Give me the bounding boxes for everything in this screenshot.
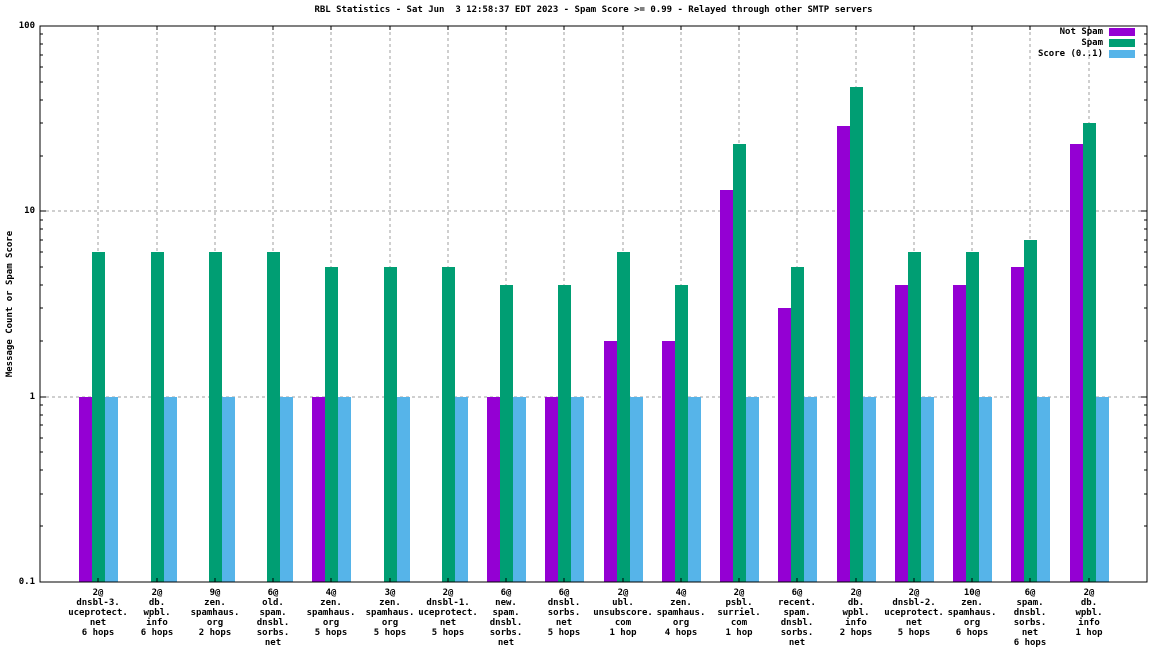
bar-score xyxy=(397,397,410,582)
bar-spam xyxy=(675,285,688,582)
legend-row-spam: Spam xyxy=(1038,37,1135,48)
bar-not-spam xyxy=(837,126,850,582)
y-tick-label: 10 xyxy=(24,206,35,216)
plot-border xyxy=(39,25,1148,583)
bar-spam xyxy=(850,87,863,582)
legend-swatch-not-spam xyxy=(1109,27,1135,36)
bar-score xyxy=(513,397,526,582)
bar-score xyxy=(571,397,584,582)
bar-score xyxy=(1037,397,1050,582)
chart-title: RBL Statistics - Sat Jun 3 12:58:37 EDT … xyxy=(314,5,873,15)
bar-spam xyxy=(966,252,979,582)
x-tick-label: 2@ db. wpbl. info 2 hops xyxy=(839,588,873,638)
bar-score xyxy=(222,397,235,582)
bar-spam xyxy=(1024,240,1037,582)
bar-score xyxy=(1096,397,1109,582)
bar-score xyxy=(164,397,177,582)
x-tick-label: 2@ dnsbl-2. uceprotect. net 5 hops xyxy=(884,588,944,638)
x-tick-label: 2@ ubl. unsubscore. com 1 hop xyxy=(593,588,653,638)
bar-spam xyxy=(325,267,338,582)
bar-score xyxy=(105,397,118,582)
x-tick-label: 4@ zen. spamhaus. org 5 hops xyxy=(306,588,356,638)
bar-not-spam xyxy=(895,285,908,582)
bar-score xyxy=(979,397,992,582)
bar-score xyxy=(746,397,759,582)
x-tick-label: 6@ old. spam. dnsbl. sorbs. net 6 hops xyxy=(256,588,290,648)
bar-not-spam xyxy=(545,397,558,582)
legend-swatch-spam xyxy=(1109,38,1135,47)
bar-not-spam xyxy=(778,308,791,582)
bar-not-spam xyxy=(662,341,675,582)
x-tick-label: 2@ psbl. surriel. com 1 hop xyxy=(717,588,761,638)
x-tick-label: 2@ db. wpbl. info 1 hop xyxy=(1075,588,1103,638)
x-tick-label: 4@ zen. spamhaus. org 4 hops xyxy=(656,588,706,638)
legend: Not Spam Spam Score (0..1) xyxy=(1038,26,1135,59)
y-tick-label: 100 xyxy=(18,21,35,31)
bar-score xyxy=(338,397,351,582)
legend-row-not-spam: Not Spam xyxy=(1038,26,1135,37)
bar-not-spam xyxy=(487,397,500,582)
bar-score xyxy=(804,397,817,582)
x-tick-label: 6@ recent. spam. dnsbl. sorbs. net 5 hop… xyxy=(778,588,816,648)
x-tick-label: 3@ zen. spamhaus. org 5 hops xyxy=(365,588,415,638)
bar-spam xyxy=(151,252,164,582)
x-tick-label: 2@ dnsbl-1. uceprotect. net 5 hops xyxy=(418,588,478,638)
legend-label-spam: Spam xyxy=(1081,37,1103,48)
bar-spam xyxy=(908,252,921,582)
legend-row-score: Score (0..1) xyxy=(1038,48,1135,59)
bar-spam xyxy=(558,285,571,582)
bar-score xyxy=(863,397,876,582)
bar-spam xyxy=(733,144,746,582)
bar-spam xyxy=(500,285,513,582)
bar-score xyxy=(630,397,643,582)
legend-label-not-spam: Not Spam xyxy=(1059,26,1103,37)
y-tick-label: 0.1 xyxy=(18,577,35,587)
bar-spam xyxy=(92,252,105,582)
x-tick-label: 6@ new. spam. dnsbl. sorbs. net 5 hops xyxy=(489,588,523,648)
x-tick-label: 6@ dnsbl. sorbs. net 5 hops xyxy=(547,588,581,638)
bar-not-spam xyxy=(604,341,617,582)
y-tick-label: 1 xyxy=(29,392,35,402)
bar-spam xyxy=(617,252,630,582)
bar-not-spam xyxy=(312,397,325,582)
bar-spam xyxy=(209,252,222,582)
x-tick-label: 9@ zen. spamhaus. org 2 hops xyxy=(190,588,240,638)
bar-score xyxy=(921,397,934,582)
x-tick-label: 10@ zen. spamhaus. org 6 hops xyxy=(947,588,997,638)
bar-not-spam xyxy=(79,397,92,582)
x-tick-label: 6@ spam. dnsbl. sorbs. net 6 hops xyxy=(1013,588,1047,648)
bar-spam xyxy=(442,267,455,582)
bar-score xyxy=(455,397,468,582)
bar-spam xyxy=(1083,123,1096,582)
x-tick-label: 2@ db. wpbl. info 6 hops xyxy=(140,588,174,638)
bar-not-spam xyxy=(953,285,966,582)
bar-not-spam xyxy=(1011,267,1024,582)
bar-score xyxy=(688,397,701,582)
bar-spam xyxy=(791,267,804,582)
x-tick-label: 2@ dnsbl-3. uceprotect. net 6 hops xyxy=(68,588,128,638)
bar-score xyxy=(280,397,293,582)
legend-swatch-score xyxy=(1109,49,1135,58)
bar-spam xyxy=(384,267,397,582)
bar-not-spam xyxy=(1070,144,1083,582)
bar-spam xyxy=(267,252,280,582)
legend-label-score: Score (0..1) xyxy=(1037,48,1103,59)
bar-not-spam xyxy=(720,190,733,582)
